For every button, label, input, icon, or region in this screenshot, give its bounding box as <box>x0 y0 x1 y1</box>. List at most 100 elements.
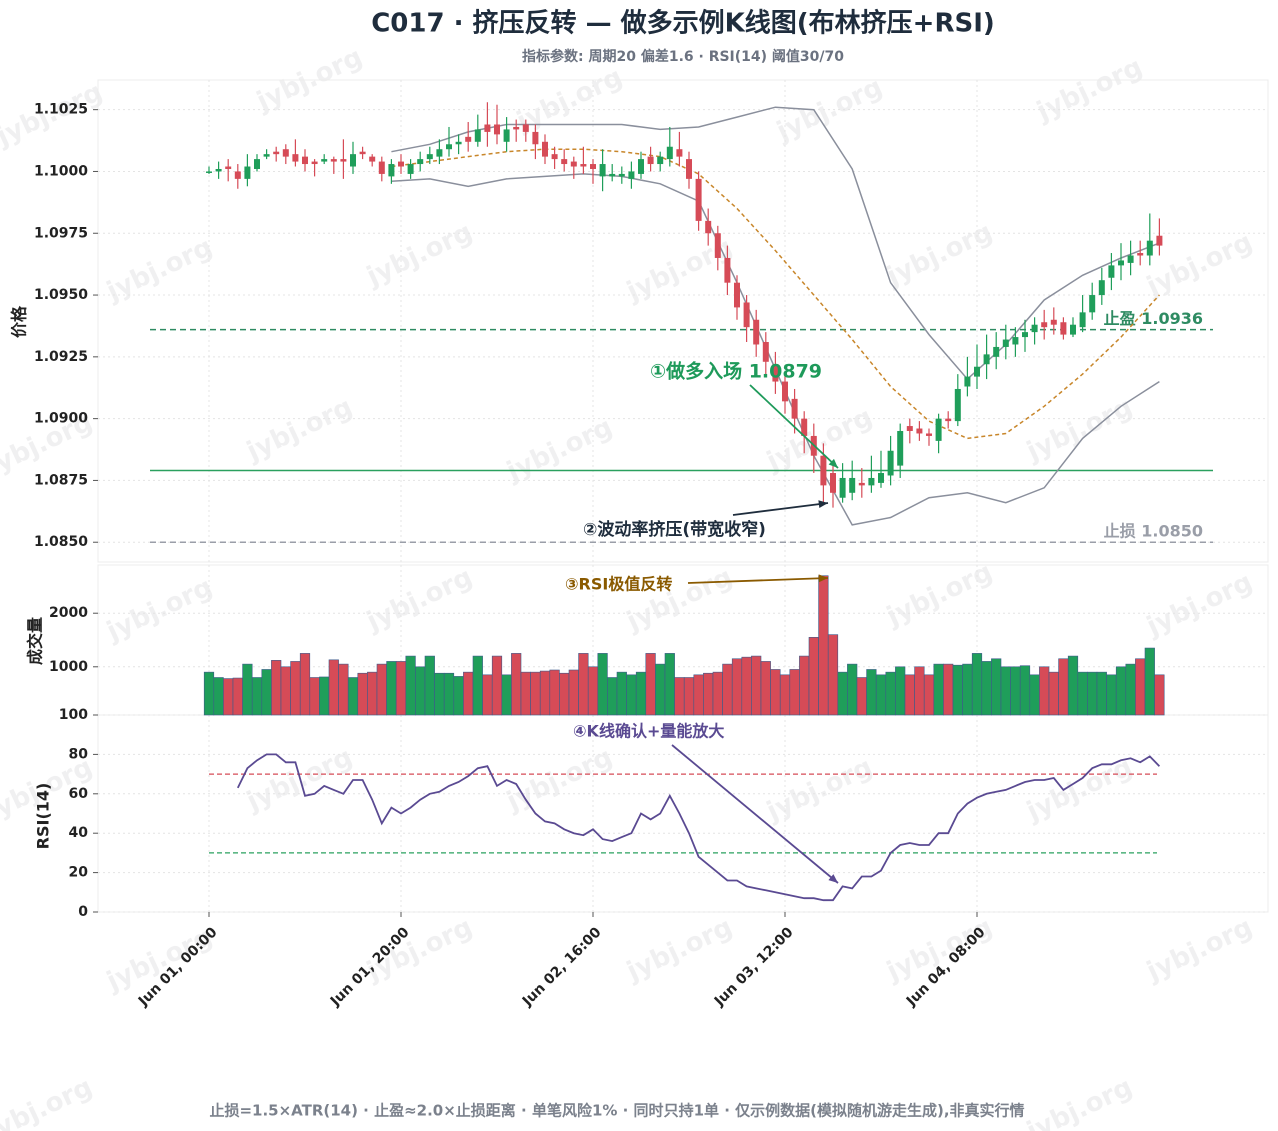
candle-body <box>993 346 1000 357</box>
chart-subtitle: 指标参数: 周期20 偏差1.6 · RSI(14) 阈值30/70 <box>522 48 844 65</box>
volume-bar <box>885 671 896 716</box>
volume-bar <box>1019 665 1031 716</box>
candle-body <box>292 154 299 162</box>
volume-bar <box>290 661 301 716</box>
volume-bar <box>895 666 906 716</box>
candle-body <box>215 168 222 172</box>
volume-bar <box>626 674 637 716</box>
volume-bar <box>1000 666 1011 716</box>
volume-bar <box>664 653 675 716</box>
volume-bar <box>1058 658 1069 716</box>
watermark: jybj.org <box>1022 392 1138 467</box>
watermark: jybj.org <box>622 562 738 637</box>
volume-bar <box>741 656 752 716</box>
annotation-arrow <box>671 744 839 884</box>
volume-bar <box>520 671 531 716</box>
volume-bar <box>1087 671 1098 716</box>
volume-bar <box>1048 671 1059 716</box>
candle-body <box>1127 255 1134 263</box>
candle-body <box>897 430 904 466</box>
candle-body <box>666 146 673 160</box>
y-tick-label: 60 <box>69 786 89 802</box>
arrow-head <box>818 574 828 583</box>
volume-bar <box>645 653 656 716</box>
volume-bar <box>799 655 810 716</box>
volume-bar <box>770 669 781 716</box>
rsi-line <box>236 753 1161 902</box>
volume-bar <box>597 653 608 716</box>
candle-body <box>1089 295 1096 313</box>
candle-body <box>1079 312 1086 328</box>
volume-bar <box>808 637 819 716</box>
y-tick-label: 80 <box>69 746 89 762</box>
watermark: jybj.org <box>512 62 628 137</box>
candle-body <box>887 450 894 476</box>
volume-bar <box>674 677 685 716</box>
candle-body <box>234 171 241 179</box>
candle-body <box>1060 322 1067 335</box>
volume-bar <box>751 655 762 716</box>
volume-bar <box>837 671 848 716</box>
candle-body <box>705 220 712 234</box>
y-tick-label: 1000 <box>49 659 88 675</box>
volume-bar <box>271 660 282 716</box>
volume-bar <box>280 666 291 716</box>
bollinger-band <box>391 148 1160 440</box>
volume-bar <box>789 669 800 716</box>
candle-body <box>522 124 529 132</box>
candle-body <box>954 388 961 422</box>
candle-body <box>935 418 942 441</box>
volume-bar <box>1125 663 1136 716</box>
volume-bar <box>779 674 791 716</box>
watermark: jybj.org <box>1142 912 1258 987</box>
volume-bar <box>415 666 426 716</box>
plot-frame <box>97 714 1269 913</box>
volume-bar <box>943 663 954 716</box>
candle-body <box>743 302 750 328</box>
candle-body <box>503 129 510 142</box>
x-tick-label: Jun 02, 16:00 <box>519 924 605 1010</box>
candle-body <box>782 381 788 402</box>
annotation-arrow <box>732 502 829 516</box>
candle-body <box>1012 337 1019 345</box>
volume-bar <box>453 676 464 716</box>
volume-bar <box>261 669 272 716</box>
watermark: jybj.org <box>102 232 218 307</box>
candle-body <box>647 156 654 165</box>
candle-body <box>734 282 740 308</box>
candle-body <box>311 161 318 165</box>
candle-body <box>407 164 414 174</box>
candle-body <box>398 161 404 167</box>
volume-bar <box>511 653 522 716</box>
candle-body <box>1041 322 1048 328</box>
candle-body <box>714 233 721 258</box>
volume-bar <box>1077 671 1088 716</box>
chart-title: C017 · 挤压反转 — 做多示例K线图(布林挤压+RSI) <box>371 9 995 39</box>
volume-bar <box>1154 674 1165 716</box>
candle-body <box>1118 260 1124 266</box>
watermark: jybj.org <box>1142 567 1258 642</box>
annotation-arrow <box>749 384 839 469</box>
candle-body <box>695 178 702 221</box>
candle-body <box>983 354 990 365</box>
candle-body <box>388 164 395 177</box>
candle-body <box>542 141 548 157</box>
volume-bar <box>1135 658 1146 716</box>
candle-body <box>417 159 424 165</box>
y-axis-title: 价格 <box>10 305 29 338</box>
candle-body <box>599 164 606 177</box>
candle-body <box>945 418 952 422</box>
volume-bar <box>1039 666 1050 716</box>
volume-bar <box>319 676 330 716</box>
watermark: jybj.org <box>502 412 618 487</box>
y-tick-label: 40 <box>69 825 89 841</box>
volume-bar <box>338 663 349 716</box>
candle-body <box>378 161 385 174</box>
volume-bar <box>683 677 695 716</box>
volume-bar <box>434 672 445 716</box>
volume-bar <box>760 661 771 716</box>
candle-body <box>455 141 462 145</box>
volume-bar <box>827 634 839 716</box>
candle-body <box>273 151 280 155</box>
